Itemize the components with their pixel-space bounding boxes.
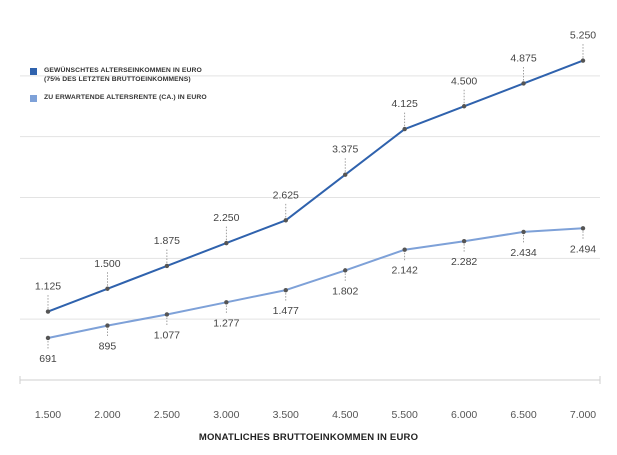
- data-label: 1.125: [35, 281, 61, 293]
- data-point: [283, 287, 288, 293]
- x-tick-label: 2.000: [94, 409, 120, 421]
- data-label: 4.125: [392, 98, 418, 110]
- data-label: 2.142: [392, 265, 418, 277]
- x-tick-label: 6.000: [451, 409, 477, 421]
- data-point: [402, 247, 407, 252]
- x-tick-label: 4.500: [332, 409, 358, 421]
- data-label: 1.277: [213, 317, 239, 329]
- data-label: 1.077: [154, 329, 180, 341]
- data-label: 2.250: [213, 212, 239, 224]
- x-tick-label: 2.500: [154, 409, 180, 421]
- data-point: [283, 218, 288, 223]
- x-tick-labels: 1.500 2.000 2.500 3.000 3.500 4.500 5.500 6.000…: [35, 409, 596, 421]
- legend-item-desired-income: GEWÜNSCHTES ALTERSEINKOMMEN IN EURO (75%…: [30, 66, 207, 84]
- data-point: [580, 58, 586, 63]
- x-tick-label: 6.500: [510, 409, 536, 421]
- data-point: [224, 240, 229, 246]
- data-label: 2.625: [273, 189, 299, 201]
- data-point: [343, 268, 348, 273]
- data-point: [45, 335, 51, 341]
- legend-line: ZU ERWARTENDE ALTERSRENTE (CA.) IN EURO: [44, 94, 207, 101]
- x-tick-label: 3.500: [273, 409, 299, 421]
- data-point: [461, 104, 467, 109]
- grid-lines: [19, 75, 601, 384]
- legend-label-desired-income: GEWÜNSCHTES ALTERSEINKOMMEN IN EURO (75%…: [44, 66, 202, 84]
- data-point: [521, 229, 526, 235]
- x-axis-title: MONATLICHES BRUTTOEINKOMMEN IN EURO: [198, 432, 419, 443]
- data-label: 1.802: [332, 285, 358, 297]
- legend-item-expected-pension: ZU ERWARTENDE ALTERSRENTE (CA.) IN EURO: [30, 93, 207, 102]
- data-label: 2.494: [570, 243, 596, 255]
- data-point: [580, 226, 586, 231]
- data-label: 1.477: [273, 305, 299, 317]
- data-point: [461, 238, 467, 244]
- data-label: 4.875: [510, 52, 536, 64]
- x-tick-label: 7.000: [570, 409, 596, 421]
- data-label: 5.250: [570, 30, 596, 42]
- series-line-expected-pension: [47, 227, 584, 339]
- data-labels: 1.125 1.500 1.875 2.250 2.625 3.375 4.125 4.500…: [35, 30, 596, 365]
- data-label: 691: [39, 353, 57, 365]
- data-point: [105, 323, 110, 328]
- data-point: [402, 126, 407, 132]
- legend-label-expected-pension: ZU ERWARTENDE ALTERSRENTE (CA.) IN EURO: [44, 93, 207, 102]
- data-point: [224, 300, 229, 305]
- series-line-desired-income: [47, 59, 584, 313]
- data-label: 1.875: [154, 235, 180, 247]
- x-tick-label: 1.500: [35, 409, 61, 421]
- data-label: 2.282: [451, 256, 477, 268]
- data-point: [45, 309, 51, 314]
- data-point: [343, 172, 348, 177]
- legend-swatch-expected-pension: [30, 95, 37, 102]
- data-label: 895: [99, 341, 117, 353]
- legend-line: GEWÜNSCHTES ALTERSEINKOMMEN IN EURO: [44, 67, 202, 74]
- data-label: 3.375: [332, 144, 358, 156]
- x-tick-label: 5.500: [392, 409, 418, 421]
- data-point: [164, 312, 170, 317]
- legend: GEWÜNSCHTES ALTERSEINKOMMEN IN EURO (75%…: [30, 66, 207, 111]
- legend-swatch-desired-income: [30, 68, 37, 75]
- data-point: [105, 286, 110, 291]
- series-layer: [45, 58, 586, 341]
- data-point: [164, 263, 170, 269]
- legend-line: (75% DES LETZTEN BRUTTOEINKOMMENS): [44, 76, 191, 83]
- data-label: 2.434: [510, 247, 536, 259]
- data-point: [521, 81, 526, 86]
- x-tick-label: 3.000: [213, 409, 239, 421]
- data-label: 1.500: [94, 258, 120, 270]
- data-label: 4.500: [451, 75, 477, 87]
